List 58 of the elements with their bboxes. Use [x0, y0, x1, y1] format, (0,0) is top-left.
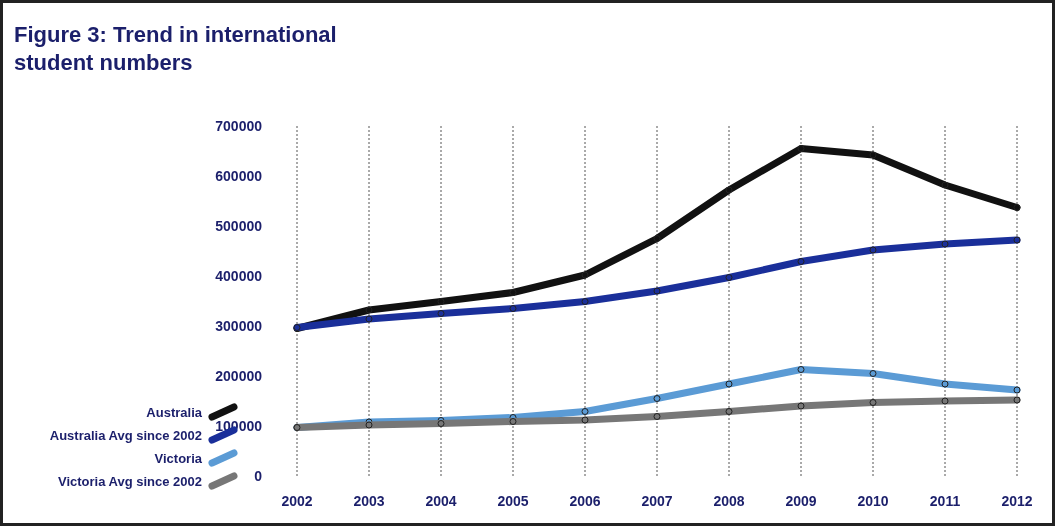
point	[509, 305, 517, 312]
point	[653, 413, 661, 420]
chart-title: Figure 3: Trend in international student numbers	[14, 22, 337, 75]
point	[797, 145, 805, 152]
point	[1013, 204, 1021, 211]
x-tick-label: 2004	[425, 493, 457, 509]
x-tick-label: 2003	[353, 493, 385, 509]
point	[797, 258, 805, 265]
y-tick-label: 700000	[215, 118, 263, 134]
x-tick-label: 2011	[929, 493, 961, 509]
point	[941, 240, 949, 248]
point	[941, 181, 949, 189]
point	[581, 298, 589, 305]
point	[1013, 236, 1021, 244]
point	[509, 289, 517, 296]
legend-label: Australia Avg since 2002	[49, 428, 202, 443]
legend-label: Australia	[146, 405, 203, 420]
x-tick-label: 2006	[569, 493, 601, 509]
point	[725, 408, 733, 415]
point	[1013, 396, 1021, 404]
point	[869, 370, 877, 377]
y-tick-label: 500000	[215, 218, 263, 234]
point	[797, 366, 805, 373]
point	[869, 151, 877, 159]
x-tick-label: 2010	[857, 493, 889, 509]
point	[437, 310, 445, 317]
point	[653, 235, 661, 242]
x-tick-label: 2005	[497, 493, 529, 509]
point	[653, 287, 661, 295]
point	[725, 274, 733, 281]
point	[581, 416, 589, 424]
y-tick-label: 0	[254, 468, 263, 484]
point	[725, 380, 733, 388]
point	[869, 246, 877, 254]
x-tick-label: 2002	[281, 493, 313, 509]
y-tick-label: 200000	[215, 368, 263, 384]
x-tick-label: 2007	[641, 493, 673, 509]
point	[797, 402, 805, 410]
point	[941, 397, 949, 405]
point	[581, 271, 589, 279]
x-tick-label: 2008	[713, 493, 745, 509]
point	[509, 418, 517, 425]
point	[437, 298, 445, 305]
y-tick-label: 400000	[215, 268, 263, 284]
point	[725, 186, 733, 194]
point	[1013, 386, 1021, 394]
x-tick-label: 2012	[1001, 493, 1033, 509]
x-tick-label: 2009	[785, 493, 817, 509]
point	[581, 408, 589, 415]
point	[653, 395, 661, 402]
point	[365, 306, 373, 314]
point	[365, 315, 373, 323]
point	[869, 399, 877, 406]
y-tick-label: 300000	[215, 318, 263, 334]
point	[941, 380, 949, 388]
y-tick-label: 600000	[215, 168, 263, 184]
legend-label: Victoria	[154, 451, 203, 466]
legend-label: Victoria Avg since 2002	[57, 474, 202, 489]
